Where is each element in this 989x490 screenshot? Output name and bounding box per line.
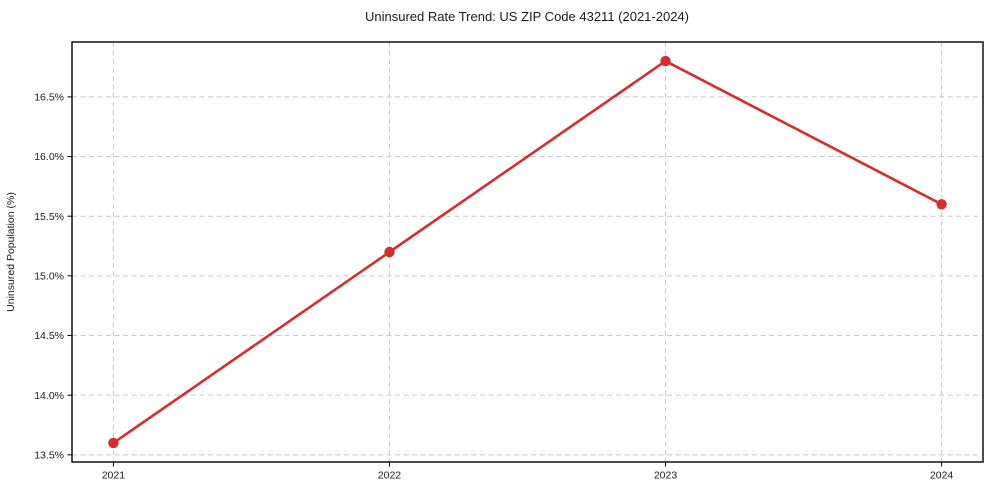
chart-title: Uninsured Rate Trend: US ZIP Code 43211 … (365, 9, 689, 24)
data-point-2024 (936, 199, 947, 210)
y-tick-label: 15.5% (34, 211, 64, 223)
plot-border (71, 41, 984, 463)
y-tick-label: 15.0% (34, 271, 64, 283)
y-tick-label: 16.0% (34, 151, 64, 163)
x-tick-label: 2023 (654, 470, 678, 482)
x-tick-label: 2021 (102, 470, 126, 482)
data-series (108, 55, 947, 449)
y-tick-label: 14.0% (34, 390, 64, 402)
data-point-2021 (108, 437, 119, 449)
axis-ticks (67, 96, 943, 467)
y-tick-label: 14.5% (34, 330, 64, 342)
axis-tick-labels: 2021 2022 2023 2024 13.5% 14.0% 14.5% 15.0% 15.5… (34, 92, 953, 482)
x-tick-label: 2022 (378, 470, 402, 482)
data-point-2022 (384, 246, 395, 258)
y-tick-label: 16.5% (34, 92, 64, 104)
x-tick-label: 2024 (930, 470, 954, 482)
y-tick-label: 13.5% (34, 450, 64, 462)
y-axis-label: Uninsured Population (%) (5, 192, 17, 312)
trend-line (112, 59, 943, 445)
gridlines (72, 42, 983, 462)
data-point-2023 (660, 55, 671, 67)
